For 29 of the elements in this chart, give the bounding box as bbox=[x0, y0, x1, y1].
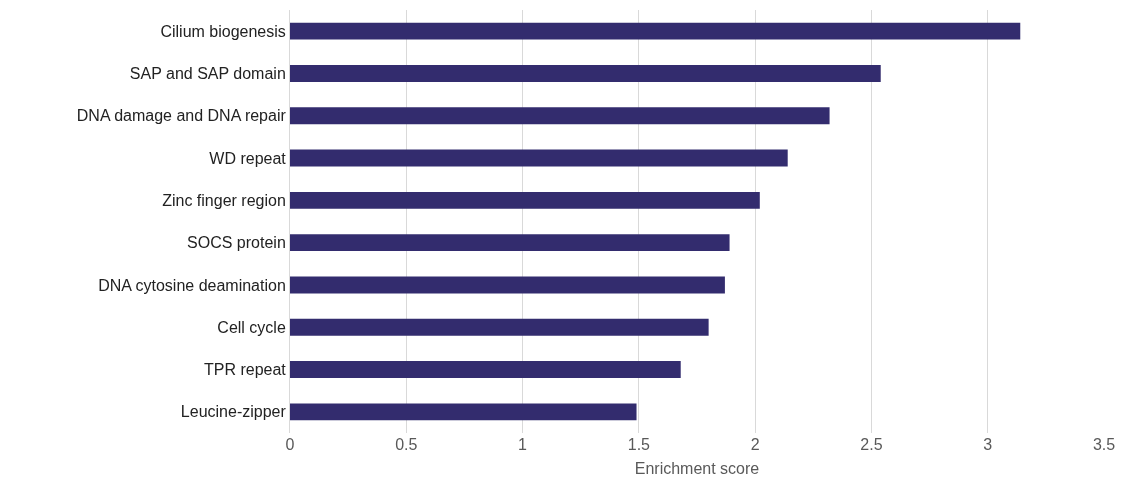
y-tick-label: Cilium biogenesis bbox=[160, 22, 286, 40]
y-tick-label: Cell cycle bbox=[217, 318, 286, 336]
y-tick-label: Zinc finger region bbox=[162, 191, 286, 209]
bar bbox=[290, 149, 788, 167]
x-tick-label: 2.5 bbox=[860, 436, 883, 453]
bar bbox=[290, 276, 725, 294]
y-tick-label: SOCS protein bbox=[187, 234, 286, 252]
x-tick-label: 0.5 bbox=[395, 436, 418, 453]
bar bbox=[290, 107, 830, 125]
x-tick-label: 2 bbox=[750, 436, 760, 453]
x-tick-label: 1 bbox=[518, 436, 528, 453]
y-tick-label: DNA damage and DNA repair bbox=[76, 107, 287, 125]
x-tick-label: 0 bbox=[285, 436, 295, 453]
y-tick-label: WD repeat bbox=[209, 149, 287, 167]
y-tick-label: TPR repeat bbox=[203, 361, 287, 379]
bar bbox=[290, 361, 681, 379]
y-tick-label: SAP and SAP domain bbox=[129, 65, 286, 83]
bar bbox=[290, 191, 760, 209]
bar bbox=[290, 64, 881, 82]
x-tick-label: 3 bbox=[983, 436, 993, 453]
bar bbox=[290, 234, 730, 252]
x-axis-title: Enrichment score bbox=[634, 459, 760, 477]
bar bbox=[290, 403, 637, 421]
bar bbox=[290, 318, 709, 336]
y-tick-label: DNA cytosine deamination bbox=[98, 276, 286, 294]
x-tick-label: 1.5 bbox=[627, 436, 651, 453]
y-tick-label: Leucine-zipper bbox=[180, 403, 287, 421]
x-tick-label: 3.5 bbox=[1092, 436, 1116, 453]
bar bbox=[290, 22, 1021, 40]
